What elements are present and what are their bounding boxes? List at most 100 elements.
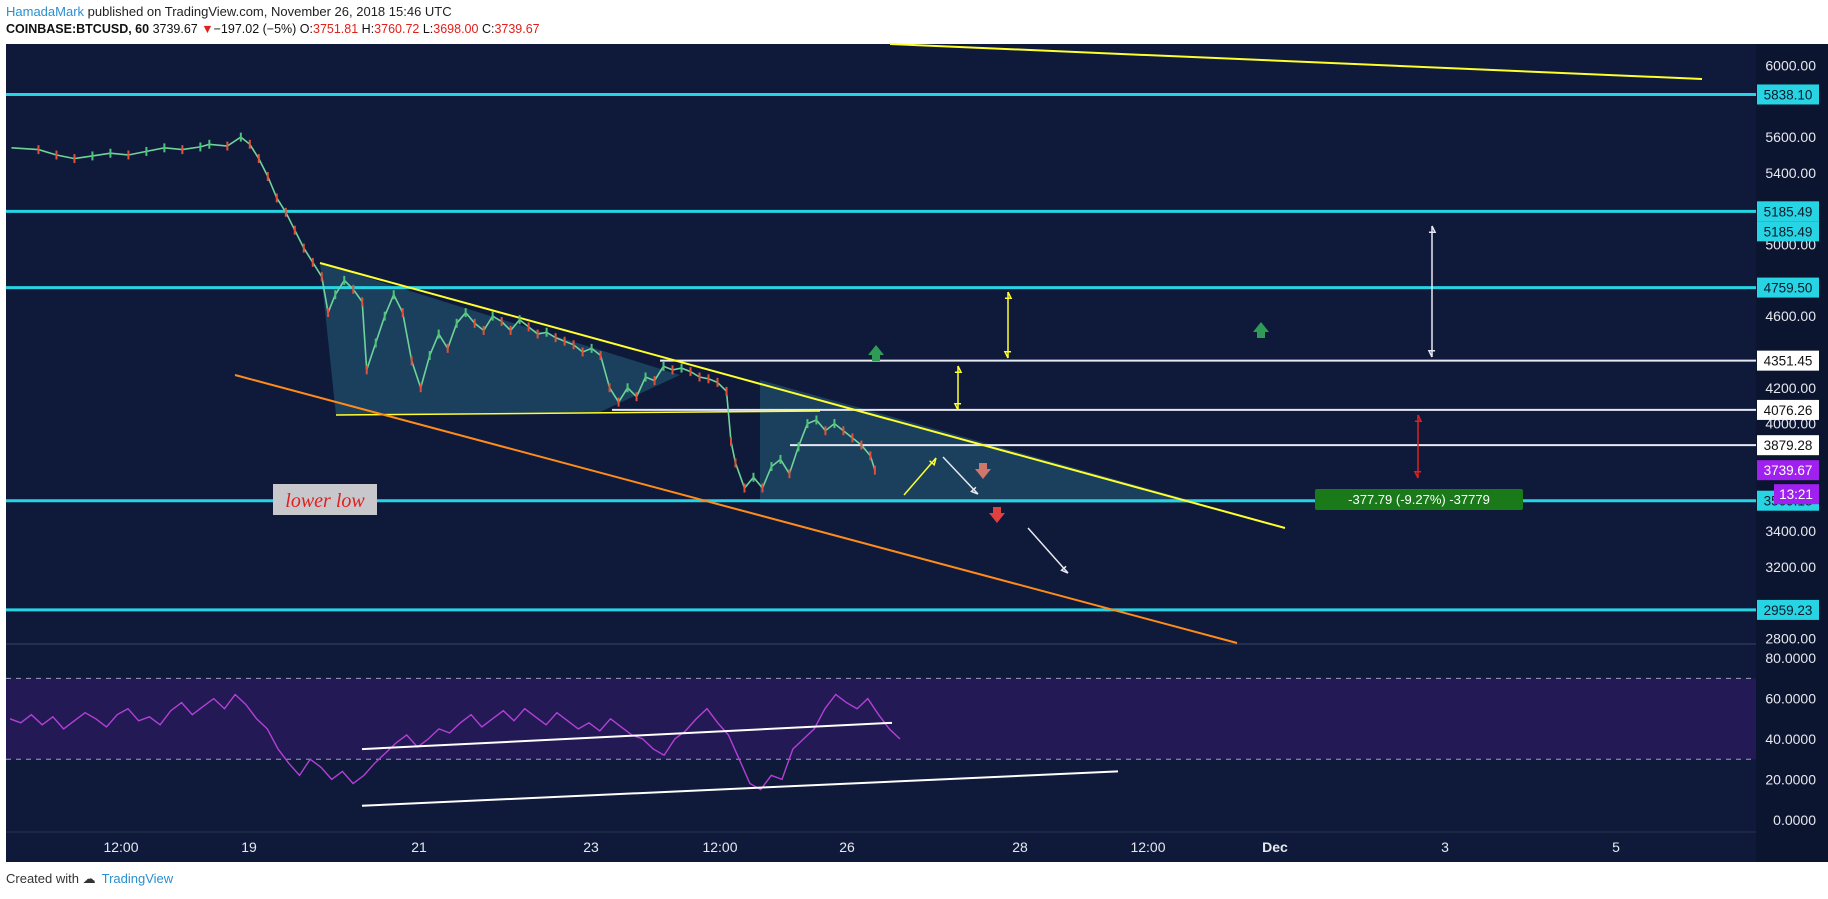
countdown-label: 13:21 [1779,487,1813,502]
measure-label: -377.79 (-9.27%) -37779 [1348,492,1490,507]
red-down-arrow-icon-2 [989,513,1005,523]
projection-arrow-down [942,456,979,495]
tradingview-link[interactable]: TradingView [101,871,174,886]
publish-info: published on TradingView.com, November 2… [87,4,452,19]
price-tick-label: 3400.00 [1765,523,1816,539]
red-down-arrow-stem [979,463,987,469]
publish-line: HamadaMark published on TradingView.com,… [6,4,452,19]
white-level-axis-label-bg [1757,435,1819,456]
white-level-axis-label-bg [1757,399,1819,420]
time-tick-label: 23 [583,839,599,855]
triangle-pattern-left [320,263,680,415]
open-label: O: [299,22,313,36]
change-text: −197.02 (−5%) [213,22,297,36]
measure-arrow-yellow-2-head [953,402,962,411]
green-up-arrow-stem [872,355,880,361]
green-up-arrow-icon [868,345,884,355]
rsi-line [9,693,901,791]
rsi-tick-label: 60.0000 [1765,691,1816,707]
white-level-axis-label: 4076.26 [1764,403,1813,418]
price-tick-label: 6000.00 [1765,57,1816,73]
level-axis-label-bg [1757,201,1819,222]
time-tick-label: 12:00 [702,839,737,855]
time-tick-label: 12:00 [1130,839,1165,855]
rsi-tick-label: 0.0000 [1773,812,1816,828]
rsi-tick-label: 20.0000 [1765,771,1816,787]
footer: Created with ☁ TradingView [6,871,173,887]
created-with-text: Created with [6,871,79,886]
level-axis-label: 4759.50 [1764,281,1813,296]
last-price-axis-label-bg [1757,460,1819,481]
level-axis-label-bg [1757,599,1819,620]
level-axis-label: 5185.49 [1764,204,1813,219]
tradingview-logo-icon: ☁ [82,871,96,886]
lower-low-label: lower low [285,490,365,512]
level-axis-label: 5838.10 [1764,87,1813,102]
author-link[interactable]: HamadaMark [6,4,85,19]
high-value: 3760.72 [374,22,420,36]
open-value: 3751.81 [313,22,359,36]
time-tick-label: 5 [1612,839,1620,855]
last-price-axis-label: 3739.67 [1764,463,1813,478]
measure-arrow-yellow-2-tail [954,365,963,374]
measure-label-bg [1315,489,1523,510]
price-tick-label: 3200.00 [1765,559,1816,575]
white-level-axis-label: 3879.28 [1764,438,1813,453]
low-label: L: [422,22,434,36]
low-value: 3698.00 [433,22,479,36]
white-level-axis-label: 4351.45 [1764,354,1813,369]
level-axis-label-bg [1757,277,1819,298]
red-down-arrow-stem-2 [993,507,1001,513]
close-label: C: [481,22,495,36]
price-tick-label: 4200.00 [1765,380,1816,396]
lower-low-box [273,484,377,515]
time-tick-label: 12:00 [103,839,138,855]
projection-arrow-down-2-head [1060,565,1069,574]
time-tick-label: 19 [241,839,257,855]
measure-arrow-red-tail [1414,414,1423,423]
rsi-lower-trendline [361,770,1119,807]
level-axis-label-extra-bg [1757,221,1819,242]
price-tick-label: 4600.00 [1765,308,1816,324]
countdown-bg [1774,484,1819,505]
rsi-tick-label: 40.0000 [1765,731,1816,747]
symbol-line: COINBASE:BTCUSD, 60 3739.67 ▼−197.02 (−5… [6,22,540,36]
price-tick-label: 5600.00 [1765,129,1816,145]
rsi-tick-label: 80.0000 [1765,650,1816,666]
down-arrow-icon: ▼ [201,22,214,36]
green-up-arrow-icon-2 [1253,322,1269,332]
measure-arrow-yellow-head [1003,350,1012,359]
upper-trendline [889,43,1703,80]
measure-arrow-yellow-tail [1004,291,1013,300]
descending-trendline [319,262,1286,529]
green-up-arrow-stem-2 [1257,332,1265,338]
projection-arrow-up-head [929,457,937,467]
rsi-upper-trendline [361,721,893,751]
price-tick-label: 5400.00 [1765,165,1816,181]
level-axis-label-extra: 5185.49 [1764,224,1813,239]
close-value: 3739.67 [494,22,540,36]
measure-arrow-white-head [1427,349,1436,358]
time-tick-label: 26 [839,839,855,855]
measure-arrow-white-tail [1428,225,1437,234]
time-tick-label: 3 [1441,839,1449,855]
white-level-axis-label-bg [1757,350,1819,371]
red-down-arrow-icon [975,469,991,479]
chart-header: HamadaMark published on TradingView.com,… [0,0,1828,44]
projection-arrow-down-head [970,486,979,495]
projection-arrow-up [903,457,937,496]
channel-orange-line [234,374,1238,644]
level-axis-label-bg [1757,84,1819,105]
price-tick-label: 2800.00 [1765,630,1816,646]
time-tick-label: Dec [1262,839,1288,855]
time-tick-label: 21 [411,839,427,855]
high-label: H: [361,22,375,36]
triangle-base-line [335,410,821,416]
measure-arrow-red-head [1413,470,1422,479]
projection-arrow-down-2 [1027,527,1069,574]
symbol-name: COINBASE:BTCUSD, 60 [6,22,150,36]
last-price-text: 3739.67 [152,22,198,36]
level-axis-label: 2959.23 [1764,603,1813,618]
time-tick-label: 28 [1012,839,1028,855]
